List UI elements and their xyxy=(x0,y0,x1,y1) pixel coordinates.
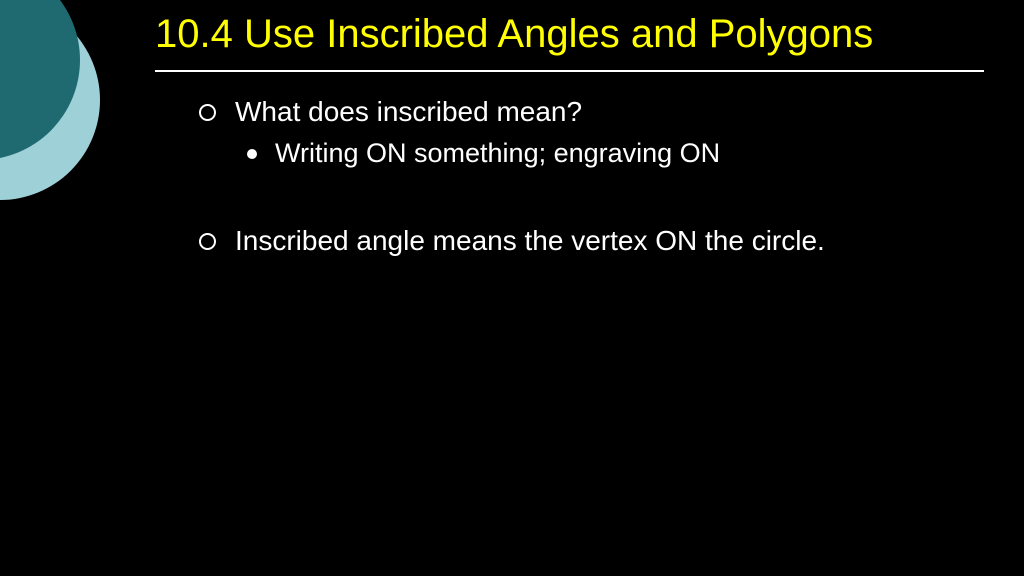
bullet-item: What does inscribed mean? xyxy=(195,94,984,129)
bullet-item: Writing ON something; engraving ON xyxy=(243,137,984,171)
bullet-item: Inscribed angle means the vertex ON the … xyxy=(195,223,984,258)
spacer xyxy=(195,201,984,223)
slide-decoration xyxy=(0,0,100,180)
slide-title: 10.4 Use Inscribed Angles and Polygons xyxy=(0,0,1024,70)
slide-content: What does inscribed mean? Writing ON som… xyxy=(0,72,1024,258)
